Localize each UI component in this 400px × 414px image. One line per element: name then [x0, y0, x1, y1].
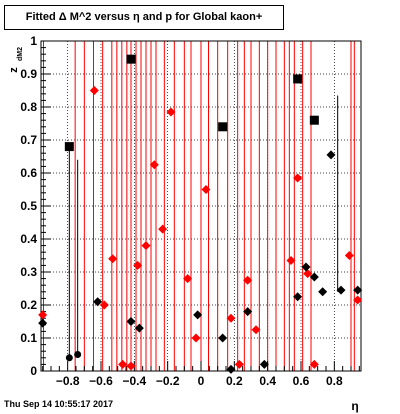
black-square-point-2	[218, 122, 228, 132]
x-tick-label-3: −0.2	[156, 374, 180, 388]
black-square-point-1	[126, 54, 136, 64]
x-tick-label-4: 0	[198, 374, 205, 388]
y-tick-label-8: 0.8	[20, 100, 37, 114]
red-diamond-point-6	[133, 260, 143, 270]
red-diamond-point-13	[201, 185, 211, 194]
red-diamond-point-8	[149, 160, 159, 170]
red-diamond-point-0	[38, 310, 48, 320]
x-tick-label-7: 0.6	[293, 374, 310, 388]
y-axis-label: z	[8, 67, 20, 73]
black-circle-point-0	[65, 354, 73, 362]
red-diamond-point-16	[243, 275, 253, 285]
label-layer: −0.8 −0.6 −0.4 −0.2 0 0.2 0.4 0.6 0.8 0 0.1 0.2 0.3 0…	[20, 34, 343, 388]
y-tick-label-2: 0.2	[20, 298, 37, 312]
red-diamond-point-23	[353, 295, 363, 305]
red-diamond-point-15	[234, 359, 244, 369]
red-diamond-point-20	[303, 269, 313, 279]
y-tick-label-1: 0.1	[20, 331, 37, 345]
black-diamond-point-12	[318, 287, 328, 297]
black-circle-point-1	[74, 351, 82, 358]
red-diamond-point-19	[293, 173, 303, 183]
x-tick-label-1: −0.6	[89, 374, 113, 388]
y-axis-label-subscript: dM2	[17, 47, 24, 61]
black-diamond-point-14	[336, 285, 346, 295]
red-diamond-point-14	[226, 313, 236, 323]
black-diamond-point-0	[38, 318, 48, 328]
x-tick-label-6: 0.4	[259, 374, 276, 388]
x-tick-label-5: 0.2	[226, 374, 243, 388]
y-tick-label-7: 0.7	[20, 133, 37, 147]
black-diamond-point-5	[218, 333, 228, 343]
red-diamond-point-12	[191, 333, 201, 343]
black-diamond-point-15	[353, 285, 363, 295]
y-tick-label-4: 0.4	[20, 232, 37, 246]
black-diamond-point-9	[293, 292, 303, 302]
y-tick-label-0: 0	[30, 364, 37, 378]
red-diamond-point-11	[183, 274, 193, 284]
x-axis-label: η	[351, 399, 358, 413]
black-square-point-4	[309, 115, 319, 125]
x-tick-label-8: 0.8	[326, 374, 343, 388]
black-square-point-0	[64, 142, 74, 152]
red-diamond-point-5	[126, 361, 136, 371]
red-diamond-point-7	[141, 241, 151, 251]
red-diamond-point-21	[309, 359, 319, 369]
x-tick-label-2: −0.4	[122, 374, 146, 388]
y-tick-label-9: 0.9	[20, 67, 37, 81]
black-diamond-point-3	[134, 323, 144, 333]
x-tick-label-0: −0.8	[56, 374, 80, 388]
red-diamond-point-10	[166, 107, 176, 117]
black-diamond-point-13	[326, 150, 336, 160]
black-diamond-point-11	[309, 272, 319, 282]
black-square-point-3	[293, 74, 303, 84]
black-diamond-point-8	[259, 359, 269, 369]
timestamp: Thu Sep 14 10:55:17 2017	[4, 399, 114, 409]
chart-title: Fitted Δ M^2 versus η and p for Global k…	[25, 11, 263, 23]
title-box: Fitted Δ M^2 versus η and p for Global k…	[4, 5, 284, 30]
red-diamond-point-2	[99, 300, 109, 310]
marker-layer	[38, 54, 363, 374]
red-diamond-point-3	[108, 254, 118, 264]
red-diamond-point-22	[344, 251, 354, 260]
black-diamond-point-7	[243, 307, 253, 317]
black-diamond-point-10	[301, 262, 311, 272]
black-diamond-point-1	[93, 297, 103, 307]
red-diamond-point-18	[286, 255, 296, 265]
black-diamond-point-6	[226, 364, 236, 374]
black-diamond-point-4	[193, 310, 203, 320]
red-diamond-point-1	[89, 86, 99, 95]
y-tick-label-3: 0.3	[20, 265, 37, 279]
y-tick-label-5: 0.5	[20, 199, 37, 213]
y-tick-label-6: 0.6	[20, 166, 37, 180]
black-diamond-point-2	[126, 317, 136, 326]
vertical-line-layer	[43, 41, 355, 371]
y-tick-label-10: 1	[30, 34, 37, 48]
red-diamond-point-9	[158, 224, 168, 234]
red-diamond-point-17	[251, 325, 261, 335]
red-diamond-point-4	[118, 359, 128, 369]
